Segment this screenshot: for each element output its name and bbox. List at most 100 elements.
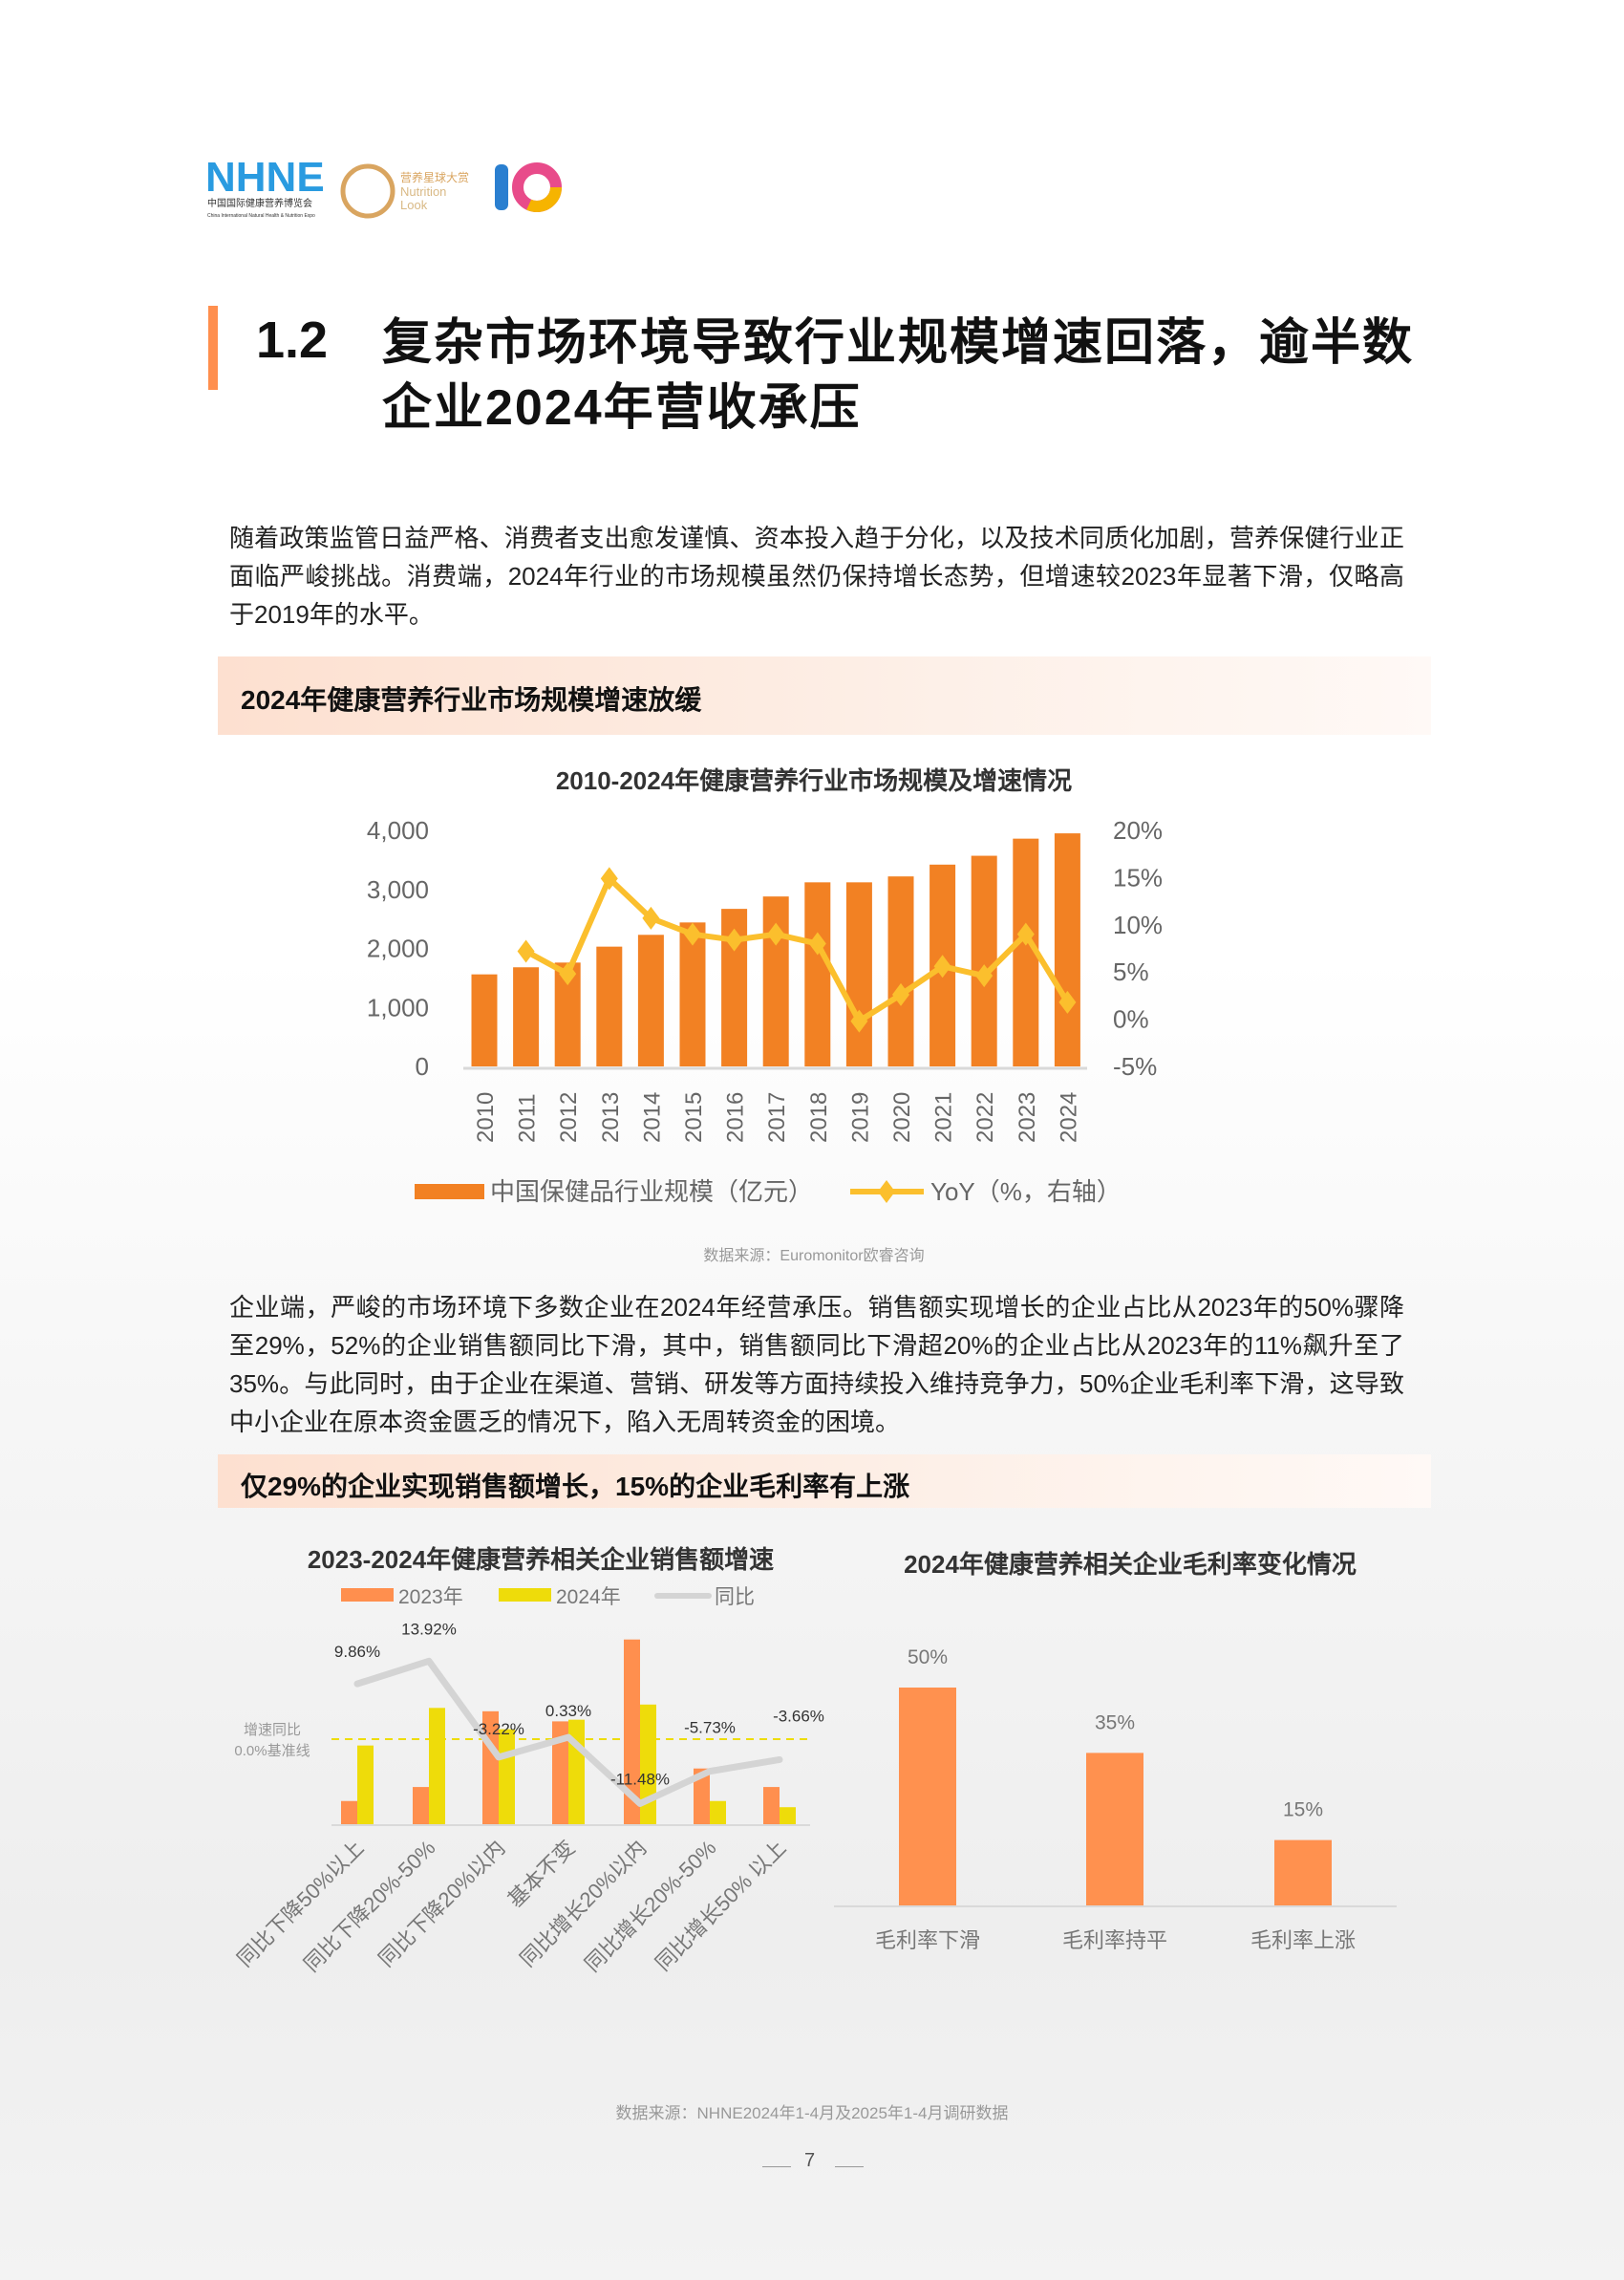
- left-axis-tick-label: 2,000: [367, 935, 429, 963]
- left-axis-tick-label: 1,000: [367, 993, 429, 1022]
- yoy-diamond-marker: [559, 962, 577, 986]
- year-tick-label: 2017: [764, 1092, 790, 1143]
- yoy-data-label: 13.92%: [401, 1620, 457, 1638]
- legend-label-2024: 2024年: [556, 1586, 621, 1608]
- gross-margin-data-label: 35%: [1095, 1711, 1135, 1733]
- ten-years-zero-accent: [512, 162, 562, 212]
- yoy-diamond-marker: [975, 964, 994, 988]
- nutrition-look-graphic: 营养星球大赏 Nutrition Look: [340, 163, 469, 219]
- chart1-source: 数据来源：Euromonitor欧睿咨询: [703, 1248, 925, 1264]
- year-tick-label: 2018: [806, 1092, 832, 1143]
- legend-bar-label: 中国保健品行业规模（亿元）: [490, 1177, 813, 1206]
- baseline-label-1: 增速同比: [244, 1722, 301, 1738]
- year-tick-label: 2022: [972, 1092, 998, 1143]
- yoy-diamond-marker: [892, 982, 909, 1006]
- yoy-diamond-marker: [933, 955, 951, 979]
- market-size-bar: [887, 876, 914, 1066]
- yoy-data-label: -5.73%: [684, 1719, 736, 1737]
- left-axis-tick-label: 3,000: [367, 875, 429, 904]
- yoy-data-label: -3.22%: [473, 1720, 524, 1738]
- market-size-bar: [637, 935, 664, 1066]
- yoy-diamond-marker: [517, 939, 535, 963]
- nutrition-look-ring-icon: [340, 163, 395, 219]
- legend-label-yoy: 同比: [715, 1586, 755, 1608]
- yoy-data-label: 9.86%: [334, 1643, 380, 1661]
- sales-bar-2023: [413, 1787, 429, 1825]
- nhne-logo-graphic: NHNE 中国国际健康营养博览会 China International Nat…: [205, 154, 325, 219]
- yoy-data-label: -11.48%: [610, 1770, 670, 1788]
- market-size-bar: [1054, 833, 1080, 1066]
- sales-bar-2024: [710, 1800, 726, 1825]
- year-tick-label: 2015: [681, 1092, 707, 1143]
- chart1-title: 2010-2024年健康营养行业市场规模及增速情况: [555, 766, 1073, 795]
- nhne-logo-subtitle-en: China International Natural Health & Nut…: [207, 213, 315, 219]
- right-axis-tick-label: -5%: [1113, 1052, 1157, 1081]
- right-axis-tick-label: 10%: [1113, 911, 1163, 939]
- ten-years-graphic: [495, 162, 562, 212]
- yoy-diamond-marker: [684, 922, 701, 946]
- market-size-bar: [971, 855, 997, 1066]
- gross-margin-category-label: 毛利率下滑: [875, 1928, 980, 1952]
- gross-margin-data-label: 50%: [908, 1646, 948, 1668]
- subhead-2: 仅29%的企业实现销售额增长，15%的企业毛利率有上涨: [241, 1472, 910, 1501]
- year-tick-label: 2016: [723, 1092, 749, 1143]
- market-size-bar: [845, 882, 872, 1066]
- baseline-label-2: 0.0%基准线: [234, 1743, 310, 1759]
- yoy-line: [353, 1657, 783, 1807]
- gross-margin-bar: [899, 1688, 956, 1905]
- sales-bar-2023: [341, 1800, 357, 1825]
- nutrition-look-text: 营养星球大赏: [400, 170, 469, 184]
- gross-margin-bar: [1086, 1753, 1143, 1905]
- nhne-logo-subtitle: 中国国际健康营养博览会: [207, 197, 312, 209]
- sales-bar-2024: [429, 1708, 445, 1825]
- year-tick-label: 2014: [639, 1092, 665, 1143]
- ten-years-one-shape: [495, 164, 508, 210]
- year-tick-label: 2023: [1015, 1092, 1040, 1143]
- sales-bar-2023: [763, 1787, 780, 1825]
- yoy-diamond-marker: [642, 906, 660, 930]
- yoy-data-label: 0.33%: [545, 1702, 591, 1720]
- nhne-logo: NHNE 中国国际健康营养博览会 China International Nat…: [205, 153, 330, 225]
- gross-margin-category-label: 毛利率持平: [1062, 1928, 1167, 1952]
- gross-margin-category-label: 毛利率上涨: [1250, 1928, 1356, 1952]
- yoy-diamond-marker: [1058, 990, 1077, 1014]
- year-tick-label: 2010: [473, 1092, 499, 1143]
- legend-diamond-icon: [878, 1180, 895, 1203]
- nutrition-look-logo: 营养星球大赏 Nutrition Look: [339, 153, 492, 225]
- sales-bar-2023: [552, 1721, 568, 1825]
- page-number-right-rule: [835, 2166, 864, 2167]
- sales-bar-2023: [694, 1768, 710, 1825]
- year-tick-label: 2021: [931, 1092, 957, 1143]
- legend-swatch-2024: [499, 1588, 551, 1602]
- market-size-bar: [513, 967, 540, 1066]
- yoy-data-label: -3.66%: [773, 1707, 824, 1725]
- year-tick-label: 2013: [598, 1092, 624, 1143]
- year-tick-label: 2019: [847, 1092, 873, 1143]
- page-number: 7: [804, 2150, 816, 2171]
- ten-years-logo: [489, 153, 580, 225]
- yoy-diamond-marker: [1016, 922, 1035, 946]
- yoy-diamond-marker: [725, 928, 743, 952]
- yoy-diamond-marker: [850, 1009, 868, 1033]
- yoy-diamond-marker: [600, 867, 618, 891]
- market-size-bar: [471, 974, 498, 1066]
- section-title: 复杂市场环境导致行业规模增速回落，逾半数企业2024年营收承压: [382, 315, 1415, 436]
- subhead-1: 2024年健康营养行业市场规模增速放缓: [241, 685, 702, 715]
- sales-bar-2023: [624, 1639, 640, 1825]
- right-axis-tick-label: 5%: [1113, 957, 1149, 986]
- year-tick-label: 2024: [1056, 1092, 1081, 1143]
- sales-bar-2024: [357, 1745, 374, 1825]
- yoy-diamond-marker: [808, 932, 826, 956]
- left-axis-tick-label: 4,000: [367, 816, 429, 845]
- subhead-bar-2: 仅29%的企业实现销售额增长，15%的企业毛利率有上涨: [218, 1454, 1431, 1508]
- chart3-title: 2024年健康营养相关企业毛利率变化情况: [904, 1550, 1357, 1579]
- year-tick-label: 2012: [556, 1092, 582, 1143]
- chart2-3-source: 数据来源：NHNE2024年1-4月及2025年1-4月调研数据: [615, 2104, 1009, 2122]
- right-axis-tick-label: 0%: [1113, 1005, 1149, 1034]
- nutrition-look-en2: Look: [400, 198, 428, 212]
- chart2-title: 2023-2024年健康营养相关企业销售额增速: [307, 1545, 775, 1574]
- subhead-bar-1: 2024年健康营养行业市场规模增速放缓: [218, 656, 1431, 735]
- right-axis-tick-label: 15%: [1113, 863, 1163, 892]
- market-size-bar: [804, 882, 831, 1066]
- section-accent-bar: [208, 306, 218, 390]
